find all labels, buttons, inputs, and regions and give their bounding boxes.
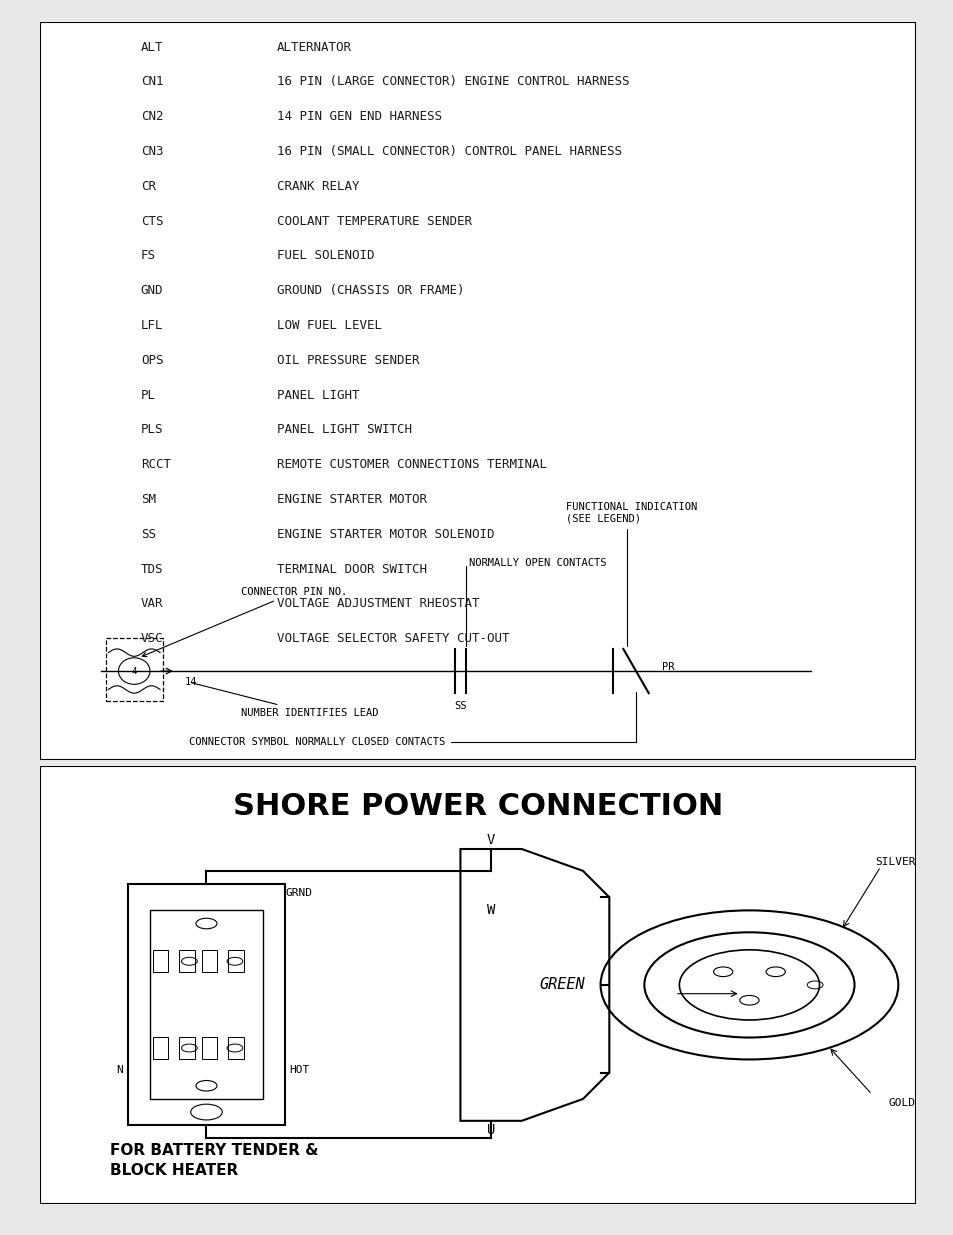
FancyBboxPatch shape	[40, 766, 915, 1204]
Text: CR: CR	[141, 180, 155, 193]
Text: GROUND (CHASSIS OR FRAME): GROUND (CHASSIS OR FRAME)	[276, 284, 463, 298]
Text: CN2: CN2	[141, 110, 163, 124]
Text: GREEN: GREEN	[538, 977, 584, 993]
Text: SM: SM	[141, 493, 155, 506]
Text: CN1: CN1	[141, 75, 163, 89]
Bar	[201, 1037, 217, 1058]
Text: V: V	[486, 834, 495, 847]
Text: VAR: VAR	[141, 598, 163, 610]
Text: COOLANT TEMPERATURE SENDER: COOLANT TEMPERATURE SENDER	[276, 215, 471, 227]
FancyBboxPatch shape	[40, 22, 915, 760]
Text: CONNECTOR SYMBOL NORMALLY CLOSED CONTACTS: CONNECTOR SYMBOL NORMALLY CLOSED CONTACT…	[189, 693, 635, 747]
Text: NUMBER IDENTIFIES LEAD: NUMBER IDENTIFIES LEAD	[192, 683, 378, 718]
Text: GND: GND	[141, 284, 163, 298]
Text: ENGINE STARTER MOTOR SOLENOID: ENGINE STARTER MOTOR SOLENOID	[276, 527, 494, 541]
Text: FOR BATTERY TENDER &
BLOCK HEATER: FOR BATTERY TENDER & BLOCK HEATER	[110, 1142, 318, 1177]
Bar	[201, 950, 217, 972]
Text: CRANK RELAY: CRANK RELAY	[276, 180, 358, 193]
Text: CONNECTOR PIN NO.: CONNECTOR PIN NO.	[142, 588, 348, 657]
Text: 16 PIN (SMALL CONNECTOR) CONTROL PANEL HARNESS: 16 PIN (SMALL CONNECTOR) CONTROL PANEL H…	[276, 144, 620, 158]
Bar	[228, 950, 243, 972]
Text: CTS: CTS	[141, 215, 163, 227]
Bar	[228, 1037, 243, 1058]
Text: RCCT: RCCT	[141, 458, 171, 472]
Text: ALTERNATOR: ALTERNATOR	[276, 41, 351, 53]
Text: GRND: GRND	[285, 888, 312, 898]
Text: PANEL LIGHT: PANEL LIGHT	[276, 389, 358, 401]
Text: PR: PR	[661, 662, 674, 672]
Text: ALT: ALT	[141, 41, 163, 53]
Text: VSC: VSC	[141, 632, 163, 645]
Text: TDS: TDS	[141, 563, 163, 576]
Text: OPS: OPS	[141, 354, 163, 367]
Text: W: W	[486, 903, 495, 918]
Text: FUNCTIONAL INDICATION
(SEE LEGEND): FUNCTIONAL INDICATION (SEE LEGEND)	[565, 501, 696, 646]
Text: U: U	[486, 1123, 495, 1136]
Text: SS: SS	[141, 527, 155, 541]
Text: N: N	[116, 1065, 123, 1074]
Bar	[152, 1037, 169, 1058]
Text: OIL PRESSURE SENDER: OIL PRESSURE SENDER	[276, 354, 418, 367]
Text: ENGINE STARTER MOTOR: ENGINE STARTER MOTOR	[276, 493, 426, 506]
Text: LOW FUEL LEVEL: LOW FUEL LEVEL	[276, 319, 381, 332]
Text: HOT: HOT	[290, 1065, 310, 1074]
Bar	[152, 950, 169, 972]
Text: SS: SS	[454, 700, 466, 710]
Text: 14: 14	[184, 677, 197, 687]
Text: TERMINAL DOOR SWITCH: TERMINAL DOOR SWITCH	[276, 563, 426, 576]
Text: SHORE POWER CONNECTION: SHORE POWER CONNECTION	[233, 792, 722, 821]
FancyBboxPatch shape	[106, 637, 163, 700]
Text: 14 PIN GEN END HARNESS: 14 PIN GEN END HARNESS	[276, 110, 441, 124]
Bar	[179, 1037, 194, 1058]
Text: 16 PIN (LARGE CONNECTOR) ENGINE CONTROL HARNESS: 16 PIN (LARGE CONNECTOR) ENGINE CONTROL …	[276, 75, 628, 89]
Text: REMOTE CUSTOMER CONNECTIONS TERMINAL: REMOTE CUSTOMER CONNECTIONS TERMINAL	[276, 458, 546, 472]
Text: VOLTAGE ADJUSTMENT RHEOSTAT: VOLTAGE ADJUSTMENT RHEOSTAT	[276, 598, 478, 610]
Bar	[179, 950, 194, 972]
Text: SILVER: SILVER	[875, 857, 915, 867]
Text: PL: PL	[141, 389, 155, 401]
Text: CN3: CN3	[141, 144, 163, 158]
Text: NORMALLY OPEN CONTACTS: NORMALLY OPEN CONTACTS	[465, 558, 606, 646]
Text: LFL: LFL	[141, 319, 163, 332]
Text: FS: FS	[141, 249, 155, 263]
Polygon shape	[460, 848, 609, 1121]
FancyBboxPatch shape	[150, 910, 263, 1099]
Text: GOLD: GOLD	[888, 1098, 915, 1108]
Text: PANEL LIGHT SWITCH: PANEL LIGHT SWITCH	[276, 424, 411, 436]
Text: FUEL SOLENOID: FUEL SOLENOID	[276, 249, 374, 263]
FancyBboxPatch shape	[128, 884, 285, 1125]
Text: 4: 4	[132, 667, 137, 676]
Text: PLS: PLS	[141, 424, 163, 436]
Text: VOLTAGE SELECTOR SAFETY CUT-OUT: VOLTAGE SELECTOR SAFETY CUT-OUT	[276, 632, 509, 645]
